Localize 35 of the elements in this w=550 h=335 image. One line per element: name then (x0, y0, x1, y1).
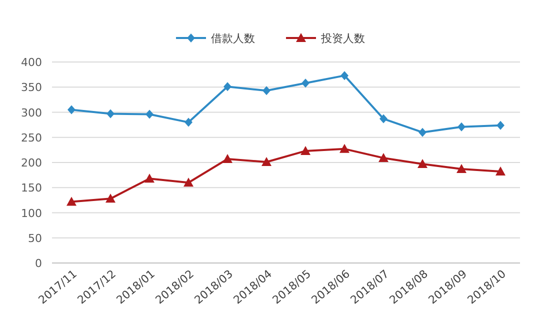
point (184, 118, 192, 127)
point (340, 71, 348, 80)
point (458, 122, 466, 132)
y-tick-label: 350 (21, 81, 42, 94)
point (184, 178, 194, 187)
point (262, 157, 272, 166)
y-tick-label: 400 (21, 56, 42, 69)
point (68, 105, 76, 114)
point (300, 146, 310, 155)
y-tick-label: 250 (21, 131, 42, 144)
y-tick-label: 0 (35, 257, 42, 270)
y-tick-label: 150 (21, 182, 42, 195)
point (106, 109, 114, 118)
point (224, 82, 232, 92)
point (146, 110, 154, 119)
legend-label: 投资人数 (320, 32, 365, 45)
legend-label: 借款人数 (211, 32, 255, 45)
point (456, 164, 466, 174)
point (378, 152, 388, 162)
point (496, 120, 504, 130)
point (302, 78, 310, 88)
y-tick-label: 200 (21, 156, 42, 170)
point (340, 144, 350, 153)
point (144, 174, 154, 183)
point (380, 114, 388, 124)
point (262, 86, 270, 96)
point (106, 194, 116, 203)
y-tick-label: 50 (28, 232, 42, 245)
point (222, 154, 232, 163)
point (418, 128, 426, 137)
point (418, 159, 428, 168)
point (496, 166, 506, 176)
y-tick-label: 300 (21, 106, 42, 120)
point (66, 196, 76, 206)
y-tick-label: 100 (21, 206, 42, 220)
